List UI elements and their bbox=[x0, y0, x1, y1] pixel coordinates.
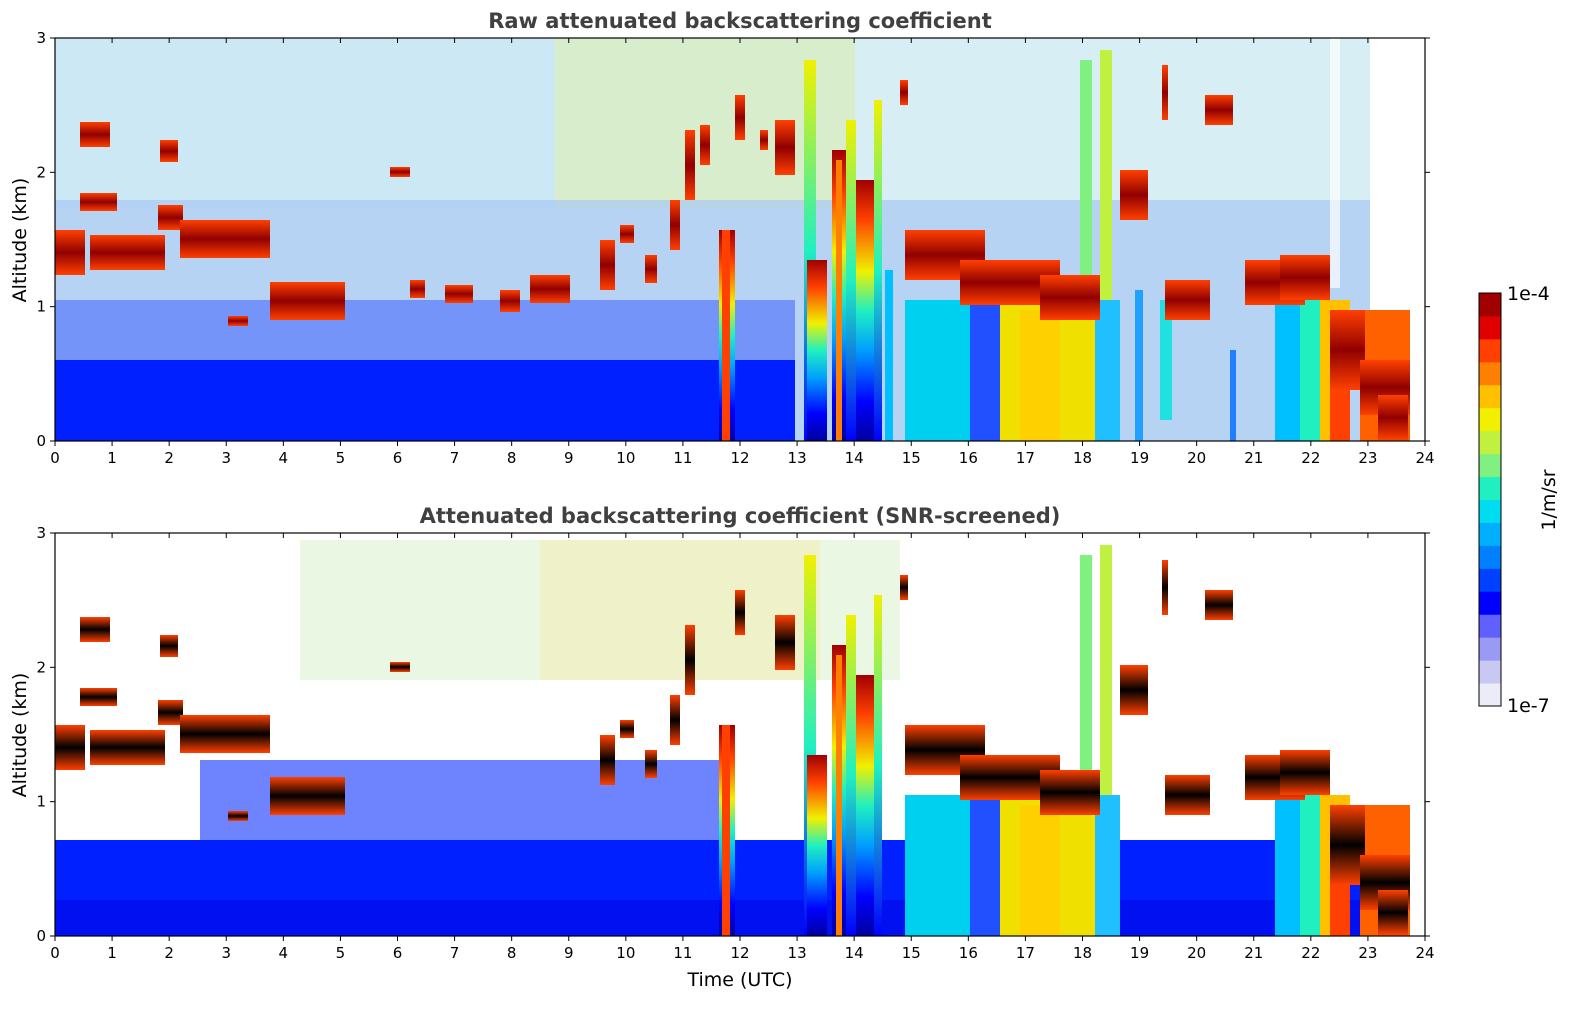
top-x-tick-label: 2 bbox=[164, 449, 174, 467]
top-x-tick-label: 7 bbox=[450, 449, 460, 467]
colorbar: 1e-4 1e-7 1/m/sr bbox=[1478, 283, 1560, 717]
top-x-tick-label: 21 bbox=[1244, 449, 1263, 467]
bottom-x-tick-label: 8 bbox=[507, 944, 517, 962]
top-x-tick-label: 23 bbox=[1358, 449, 1377, 467]
bottom-x-tick-label: 23 bbox=[1358, 944, 1377, 962]
top-x-tick-label: 14 bbox=[845, 449, 864, 467]
colorbar-swatch bbox=[1479, 683, 1501, 707]
colorbar-max-label: 1e-4 bbox=[1507, 283, 1550, 305]
bottom-y-tick-label: 1 bbox=[36, 793, 46, 811]
bottom-x-tick-label: 14 bbox=[845, 944, 864, 962]
bottom-x-tick-label: 6 bbox=[393, 944, 403, 962]
bottom-x-tick-label: 19 bbox=[1130, 944, 1149, 962]
bottom-cloud-layers bbox=[55, 560, 1410, 935]
top-x-tick-label: 15 bbox=[902, 449, 921, 467]
bottom-x-tick-label: 5 bbox=[336, 944, 346, 962]
colorbar-swatch bbox=[1479, 476, 1501, 500]
top-y-label: Altitude (km) bbox=[9, 178, 31, 303]
top-y-tick-label: 2 bbox=[36, 163, 46, 181]
top-x-tick-label: 5 bbox=[336, 449, 346, 467]
bottom-x-tick-label: 21 bbox=[1244, 944, 1263, 962]
top-y-axis: 0 1 2 3 bbox=[36, 29, 1430, 450]
bottom-x-tick-label: 9 bbox=[564, 944, 574, 962]
top-x-tick-label: 3 bbox=[221, 449, 231, 467]
top-title: Raw attenuated backscattering coefficien… bbox=[488, 9, 992, 33]
top-x-tick-label: 22 bbox=[1301, 449, 1320, 467]
top-x-tick-label: 12 bbox=[730, 449, 749, 467]
panel-raw: Raw attenuated backscattering coefficien… bbox=[9, 9, 1435, 467]
bottom-x-tick-label: 15 bbox=[902, 944, 921, 962]
colorbar-swatch bbox=[1479, 453, 1501, 478]
bottom-y-tick-label: 2 bbox=[36, 658, 46, 676]
bottom-x-tick-label: 4 bbox=[279, 944, 289, 962]
bottom-x-tick-label: 1 bbox=[107, 944, 117, 962]
bottom-x-tick-label: 22 bbox=[1301, 944, 1320, 962]
colorbar-swatch bbox=[1479, 315, 1501, 340]
bottom-x-tick-label: 7 bbox=[450, 944, 460, 962]
top-x-tick-label: 18 bbox=[1073, 449, 1092, 467]
colorbar-swatches bbox=[1479, 293, 1501, 707]
top-x-tick-label: 1 bbox=[107, 449, 117, 467]
colorbar-swatch bbox=[1479, 614, 1501, 638]
top-x-tick-label: 24 bbox=[1415, 449, 1434, 467]
top-y-tick-label: 1 bbox=[36, 298, 46, 316]
colorbar-swatch bbox=[1479, 293, 1501, 317]
top-x-tick-label: 13 bbox=[788, 449, 807, 467]
top-x-tick-label: 19 bbox=[1130, 449, 1149, 467]
colorbar-swatch bbox=[1479, 499, 1501, 523]
top-x-tick-label: 20 bbox=[1187, 449, 1206, 467]
bottom-x-tick-label: 18 bbox=[1073, 944, 1092, 962]
top-y-tick-label: 0 bbox=[36, 432, 46, 450]
bottom-x-tick-label: 17 bbox=[1016, 944, 1035, 962]
colorbar-swatch bbox=[1479, 545, 1501, 569]
colorbar-swatch bbox=[1479, 522, 1501, 546]
bottom-title: Attenuated backscattering coefficient (S… bbox=[420, 504, 1061, 528]
bottom-x-tick-label: 12 bbox=[730, 944, 749, 962]
bottom-y-tick-label: 0 bbox=[36, 927, 46, 945]
colorbar-swatch bbox=[1479, 637, 1501, 661]
colorbar-swatch bbox=[1479, 361, 1501, 386]
top-x-tick-label: 8 bbox=[507, 449, 517, 467]
top-x-axis: 0 1 2 3 4 5 6 7 8 9 10 11 12 13 14 15 16 17 18 19 20 21 22 23 24 bbox=[50, 38, 1435, 467]
top-x-tick-label: 11 bbox=[673, 449, 692, 467]
top-y-tick-label: 3 bbox=[36, 29, 46, 47]
bottom-y-axis: 0 1 2 3 bbox=[36, 524, 1430, 945]
top-cloud-layers bbox=[55, 65, 1410, 440]
colorbar-frame bbox=[1478, 292, 1502, 707]
bottom-x-tick-label: 20 bbox=[1187, 944, 1206, 962]
bottom-x-axis: 0 1 2 3 4 5 6 7 8 9 10 11 12 13 14 15 16 17 18 19 20 21 22 23 24 bbox=[50, 533, 1435, 962]
bottom-x-tick-label: 13 bbox=[788, 944, 807, 962]
colorbar-swatch bbox=[1479, 660, 1501, 684]
x-axis-label: Time (UTC) bbox=[686, 969, 792, 991]
bottom-y-label: Altitude (km) bbox=[9, 673, 31, 798]
top-x-tick-label: 0 bbox=[50, 449, 60, 467]
top-x-tick-label: 10 bbox=[616, 449, 635, 467]
top-x-tick-label: 6 bbox=[393, 449, 403, 467]
bottom-x-tick-label: 16 bbox=[959, 944, 978, 962]
bottom-y-tick-label: 3 bbox=[36, 524, 46, 542]
bottom-precipitation bbox=[719, 545, 1410, 936]
colorbar-swatch bbox=[1479, 384, 1501, 409]
top-x-tick-label: 9 bbox=[564, 449, 574, 467]
colorbar-swatch bbox=[1479, 591, 1501, 615]
colorbar-unit-label: 1/m/sr bbox=[1538, 469, 1560, 530]
bottom-x-tick-label: 10 bbox=[616, 944, 635, 962]
panel-screened: Attenuated backscattering coefficient (S… bbox=[9, 504, 1435, 991]
top-x-tick-label: 4 bbox=[279, 449, 289, 467]
bottom-x-tick-label: 2 bbox=[164, 944, 174, 962]
colorbar-swatch bbox=[1479, 407, 1501, 432]
bottom-x-tick-label: 11 bbox=[673, 944, 692, 962]
top-x-tick-label: 17 bbox=[1016, 449, 1035, 467]
colorbar-min-label: 1e-7 bbox=[1507, 695, 1550, 717]
bottom-x-tick-label: 24 bbox=[1415, 944, 1434, 962]
bottom-x-tick-label: 0 bbox=[50, 944, 60, 962]
colorbar-swatch bbox=[1479, 568, 1501, 592]
colorbar-swatch bbox=[1479, 338, 1501, 363]
colorbar-swatch bbox=[1479, 430, 1501, 455]
bottom-x-tick-label: 3 bbox=[221, 944, 231, 962]
top-x-tick-label: 16 bbox=[959, 449, 978, 467]
